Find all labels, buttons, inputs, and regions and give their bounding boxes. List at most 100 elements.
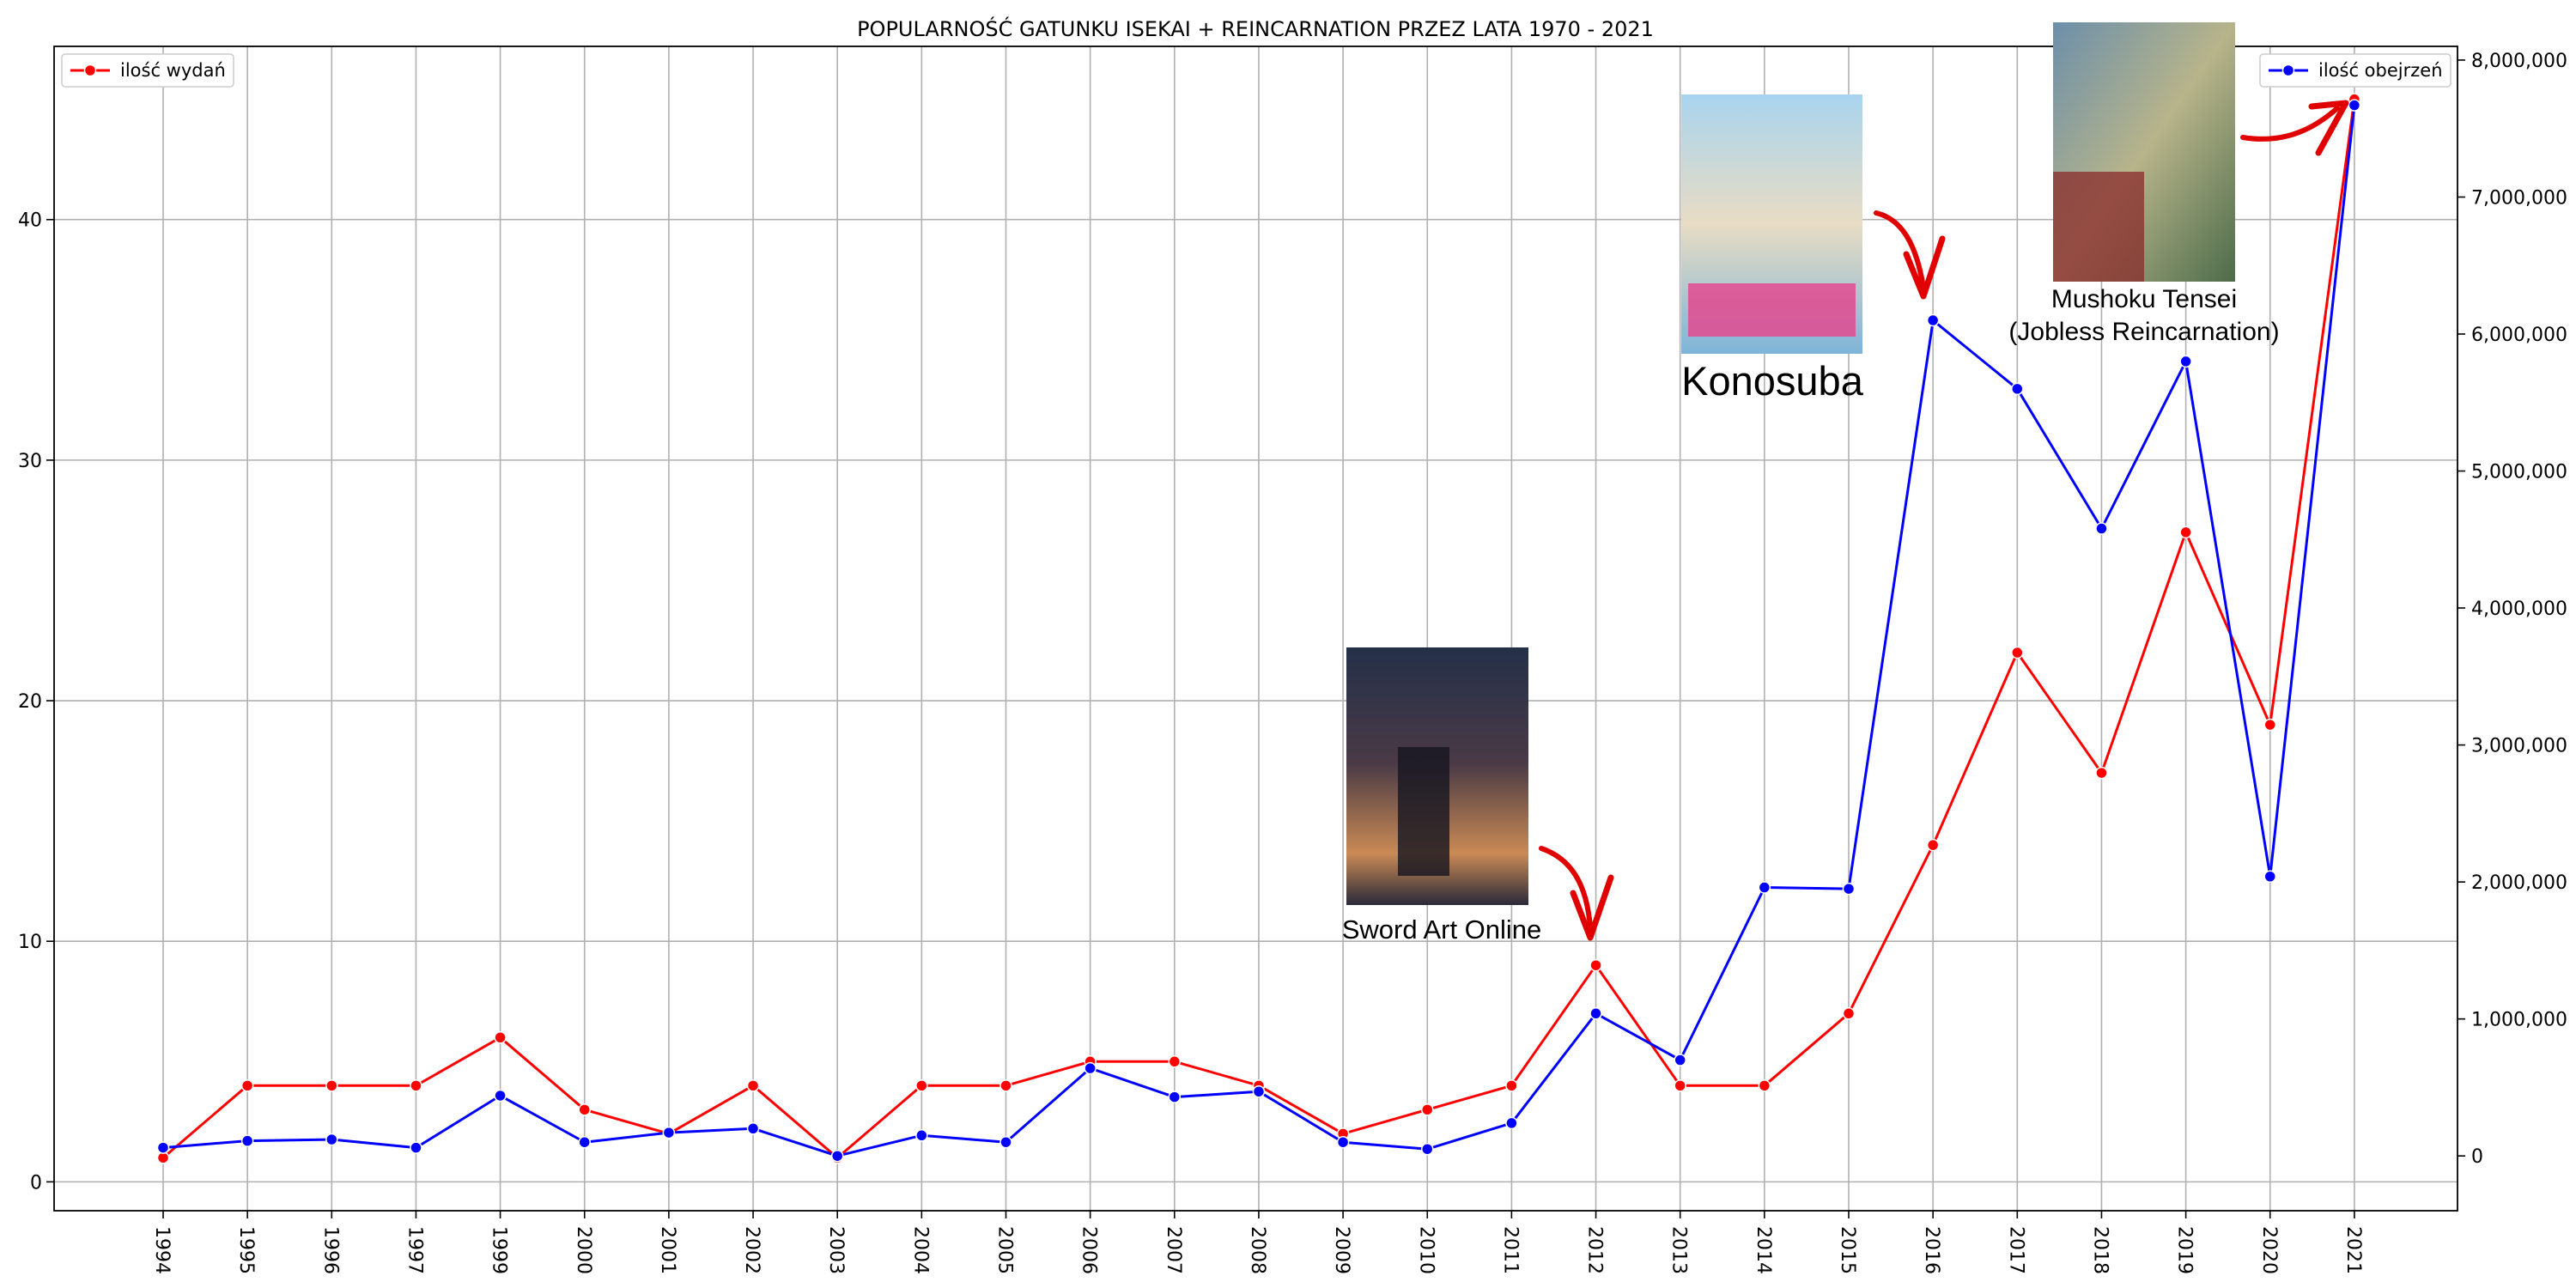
plot-frame — [53, 46, 2458, 1212]
series-1-point — [1926, 313, 1940, 327]
x-tick-label: 2012 — [1584, 1226, 1606, 1274]
x-tick-label: 2008 — [1247, 1226, 1268, 1274]
x-tick-label: 2007 — [1163, 1226, 1184, 1274]
right-axis: 0 1,000,000 2,000,000 3,000,000 4,000,000 5,0… — [2458, 51, 2567, 1168]
series-1-point — [1168, 1091, 1182, 1103]
series-1-point — [1252, 1084, 1266, 1098]
series-1-point — [1674, 1054, 1686, 1066]
legend-right-marker — [2281, 64, 2295, 77]
sword-art-online-arrow — [1539, 846, 1593, 930]
x-tick-label: 2004 — [909, 1226, 931, 1274]
series-1-point — [1758, 881, 1771, 894]
series-1-point — [915, 1129, 928, 1142]
series-0-point — [746, 1079, 760, 1092]
series-0-point — [494, 1031, 507, 1044]
x-tick-label: 2001 — [657, 1226, 678, 1274]
legend-right-label: ilość obejrzeń — [2318, 60, 2443, 81]
mushoku-tensei-label-2: (Jobless Reincarnation) — [2008, 318, 2279, 346]
konosuba-arrowhead — [1903, 235, 1946, 300]
series-1-point — [1084, 1061, 1097, 1075]
series-1-point — [746, 1122, 760, 1135]
left-axis: 0 10 20 30 40 — [18, 210, 54, 1194]
x-tick-label: 2017 — [2005, 1226, 2026, 1274]
legend-left: ilość wydań — [61, 53, 234, 88]
left-tick-label: 30 — [18, 451, 42, 472]
x-tick-label: 2021 — [2342, 1226, 2364, 1274]
series-0-point — [1505, 1079, 1518, 1092]
series-1-point — [578, 1135, 591, 1149]
mushoku-tensei-label: Mushoku Tensei — [2051, 285, 2237, 313]
left-tick-label: 40 — [18, 210, 42, 232]
right-tick-label: 0 — [2471, 1146, 2483, 1168]
series-points — [156, 93, 2361, 1164]
right-tick-label: 4,000,000 — [2471, 598, 2567, 620]
x-tick-label: 2018 — [2089, 1226, 2111, 1274]
series-0-point — [240, 1079, 254, 1092]
legend-right-box — [2259, 53, 2451, 88]
left-tick-label: 0 — [30, 1172, 42, 1194]
series-1-point — [2095, 522, 2108, 535]
series-1-point — [1589, 1007, 1602, 1020]
x-tick-label: 1996 — [319, 1226, 341, 1274]
series-0-point — [999, 1079, 1012, 1092]
grid — [54, 46, 2458, 1211]
series-0-point — [2095, 766, 2108, 780]
series-1-point — [410, 1141, 422, 1154]
series-1-point — [156, 1141, 170, 1154]
x-tick-label: 2011 — [1499, 1226, 1521, 1274]
right-tick-label: 5,000,000 — [2471, 462, 2567, 483]
series-0-point — [578, 1103, 591, 1116]
legend-left-marker — [83, 64, 97, 77]
series-1-point — [830, 1149, 844, 1163]
series-1-point — [1842, 882, 1856, 896]
x-axis: 1994 1995 1996 1997 1999 2000 2001 2002 2003 2004… — [151, 1211, 2364, 1274]
chart-title: POPULARNOŚĆ GATUNKU ISEKAI + REINCARNATI… — [857, 15, 1654, 41]
legend-left-label: ilość wydań — [120, 60, 226, 81]
series-1-point — [2348, 99, 2361, 112]
x-tick-label: 2015 — [1837, 1226, 1858, 1274]
sword-art-online-arrowhead — [1570, 874, 1614, 941]
x-tick-label: 2003 — [825, 1226, 847, 1274]
series-1-point — [1505, 1116, 1518, 1130]
series-1-point — [1336, 1135, 1350, 1149]
x-tick-label: 1994 — [151, 1226, 173, 1274]
series-1-point — [999, 1135, 1012, 1149]
mushoku-tensei-poster-panel — [2053, 172, 2144, 282]
annotation-mushoku-tensei: Mushoku Tensei (Jobless Reincarnation) — [2008, 22, 2349, 346]
annotation-sword-art-online: Sword Art Online — [1342, 647, 1614, 945]
series-1-point — [662, 1126, 676, 1139]
series-1-point — [2263, 870, 2276, 883]
x-tick-label: 1999 — [489, 1226, 510, 1274]
left-tick-label: 20 — [18, 691, 42, 713]
konosuba-poster-banner — [1688, 283, 1856, 337]
series-1-point — [240, 1134, 254, 1147]
x-tick-label: 2019 — [2174, 1226, 2196, 1274]
x-tick-label: 2000 — [573, 1226, 594, 1274]
x-tick-label: 2013 — [1668, 1226, 1690, 1274]
series-0-point — [2179, 526, 2192, 539]
right-tick-label: 1,000,000 — [2471, 1010, 2567, 1031]
series-0-point — [1421, 1103, 1434, 1116]
right-tick-label: 3,000,000 — [2471, 736, 2567, 757]
series-0-point — [1589, 958, 1602, 972]
series-0-point — [1758, 1079, 1771, 1092]
left-tick-label: 10 — [18, 932, 42, 953]
series-1-point — [2011, 382, 2024, 396]
x-tick-label: 1995 — [235, 1226, 257, 1274]
konosuba-label: Konosuba — [1681, 358, 1864, 404]
legend-right: ilość obejrzeń — [2259, 53, 2451, 88]
series-0-point — [1842, 1007, 1856, 1020]
x-tick-label: 2020 — [2258, 1226, 2280, 1274]
x-tick-label: 2009 — [1331, 1226, 1352, 1274]
series-1-point — [1421, 1142, 1434, 1156]
x-tick-label: 2014 — [1753, 1226, 1774, 1274]
legend-left-box — [61, 53, 234, 88]
series-0-point — [325, 1079, 338, 1092]
sword-art-online-poster-figure — [1398, 747, 1449, 876]
x-tick-label: 2016 — [1921, 1226, 1942, 1274]
x-tick-label: 2002 — [741, 1226, 762, 1274]
series-0-point — [1674, 1079, 1686, 1092]
series-0-point — [1168, 1055, 1182, 1068]
series-1-point — [494, 1089, 507, 1103]
